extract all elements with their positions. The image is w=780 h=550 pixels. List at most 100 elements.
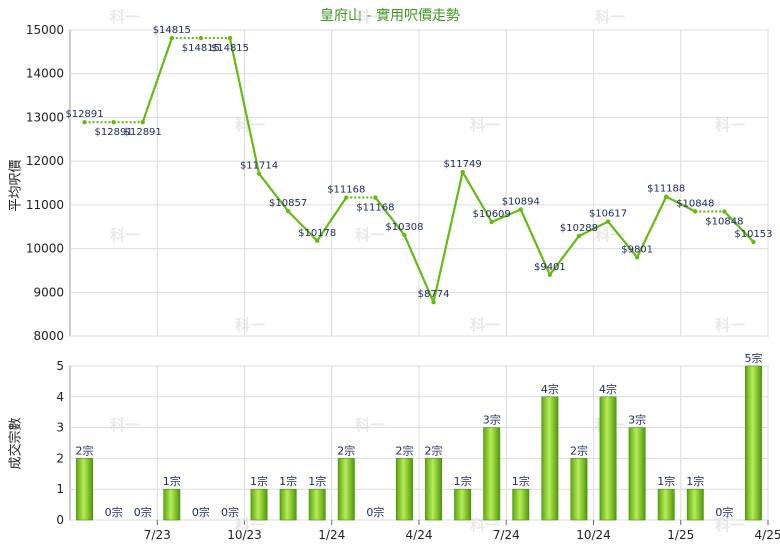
price-tick-label: 13000	[26, 110, 64, 124]
price-point	[605, 219, 611, 224]
price-line-segment	[636, 196, 668, 258]
volume-tick-label: 0	[56, 513, 64, 527]
x-tick-label: 7/23	[144, 528, 171, 542]
price-point	[693, 209, 698, 214]
price-data-label: $10848	[676, 199, 714, 210]
volume-bar-label: 1宗	[512, 474, 530, 488]
volume-bar	[483, 427, 501, 521]
volume-bar-label: 2宗	[395, 443, 413, 457]
price-point	[373, 195, 378, 200]
price-line-segment	[374, 196, 406, 236]
volume-bar-label: 0宗	[105, 505, 123, 519]
volume-bar-label: 0宗	[192, 505, 210, 519]
volume-bar	[686, 488, 704, 521]
price-data-label: $10617	[589, 209, 627, 220]
price-point	[431, 299, 436, 305]
price-point	[722, 209, 727, 214]
volume-bar-label: 1宗	[250, 474, 268, 488]
volume-bar	[425, 458, 442, 521]
volume-bar-label: 0宗	[134, 505, 152, 519]
watermark-text: 科一	[355, 8, 385, 26]
price-tick-label: 12000	[26, 154, 64, 168]
watermark-text: 科一	[715, 116, 745, 134]
price-data-label: $11749	[444, 159, 482, 170]
watermark-text: 科一	[355, 226, 385, 244]
price-tick-label: 14000	[26, 67, 64, 81]
watermark-text: 科一	[595, 226, 625, 244]
volume-bar-label: 0宗	[221, 505, 239, 519]
price-data-label: $10308	[385, 222, 423, 233]
price-line-segment	[491, 208, 522, 223]
price-data-label: $14815	[153, 25, 191, 36]
price-line-segment	[403, 234, 435, 303]
volume-bar-label: 3宗	[628, 413, 646, 427]
price-tick-label: 8000	[33, 329, 64, 343]
price-line-segment	[141, 37, 173, 123]
price-data-label: $10848	[705, 217, 743, 228]
price-point	[198, 35, 204, 41]
volume-bar	[454, 488, 472, 521]
x-tick-label: 4/25	[755, 528, 780, 542]
price-point	[285, 208, 291, 214]
price-point	[489, 219, 494, 225]
volume-bar	[541, 396, 559, 521]
price-point	[664, 194, 669, 199]
volume-bar-label: 1宗	[308, 474, 326, 488]
volume-bar-label: 1宗	[657, 474, 675, 488]
price-data-label: $10857	[269, 198, 307, 209]
price-data-label: $11168	[356, 203, 394, 214]
volume-bar	[76, 458, 93, 521]
price-line-segment	[548, 235, 580, 276]
price-line-segment	[607, 220, 638, 258]
price-data-label: $10153	[734, 229, 772, 240]
price-point	[460, 169, 465, 175]
volume-bar-label: 1宗	[454, 474, 472, 488]
price-tick-label: 10000	[26, 242, 64, 256]
x-tick-label: 1/25	[667, 528, 694, 542]
volume-tick-label: 1	[56, 482, 64, 496]
price-data-label: $9401	[534, 262, 566, 273]
volume-bar-label: 0宗	[366, 505, 384, 519]
volume-tick-label: 3	[56, 421, 64, 435]
volume-tick-label: 2	[56, 451, 64, 465]
price-point	[751, 239, 756, 245]
volume-bar-label: 3宗	[483, 413, 501, 427]
watermark-text: 科一	[110, 8, 140, 26]
volume-bar	[250, 488, 268, 521]
volume-bar-label: 1宗	[686, 474, 704, 488]
x-tick-label: 7/24	[493, 528, 520, 542]
volume-bar-label: 1宗	[279, 474, 297, 488]
price-data-label: $11168	[327, 185, 365, 196]
volume-tick-label: 5	[56, 359, 64, 373]
price-line-segment	[228, 37, 261, 174]
volume-bar	[337, 458, 355, 521]
price-tick-label: 9000	[33, 285, 64, 299]
volume-tick-label: 4	[56, 390, 64, 404]
watermark-text: 科一	[235, 516, 265, 534]
volume-bar	[628, 427, 646, 521]
price-point	[256, 171, 262, 176]
volume-bar	[657, 488, 675, 521]
volume-bar-label: 4宗	[541, 382, 559, 396]
price-line-segment	[287, 210, 318, 242]
price-tick-label: 15000	[26, 23, 64, 37]
price-point	[111, 119, 116, 125]
price-data-label: $10178	[298, 228, 336, 239]
volume-bar	[163, 488, 181, 521]
price-data-label: $9801	[621, 244, 653, 255]
price-point	[518, 207, 523, 212]
x-tick-label: 10/24	[576, 528, 611, 542]
price-line-segment	[316, 196, 348, 242]
watermark-text: 科一	[715, 316, 745, 334]
volume-bar	[745, 365, 762, 521]
price-point	[402, 232, 407, 238]
price-point	[169, 35, 174, 41]
watermark-text: 科一	[470, 516, 500, 534]
price-point	[634, 255, 640, 260]
price-point	[344, 195, 349, 200]
price-data-label: $12891	[124, 127, 162, 138]
price-data-label: $10609	[473, 209, 511, 220]
x-tick-label: 10/23	[227, 528, 262, 542]
